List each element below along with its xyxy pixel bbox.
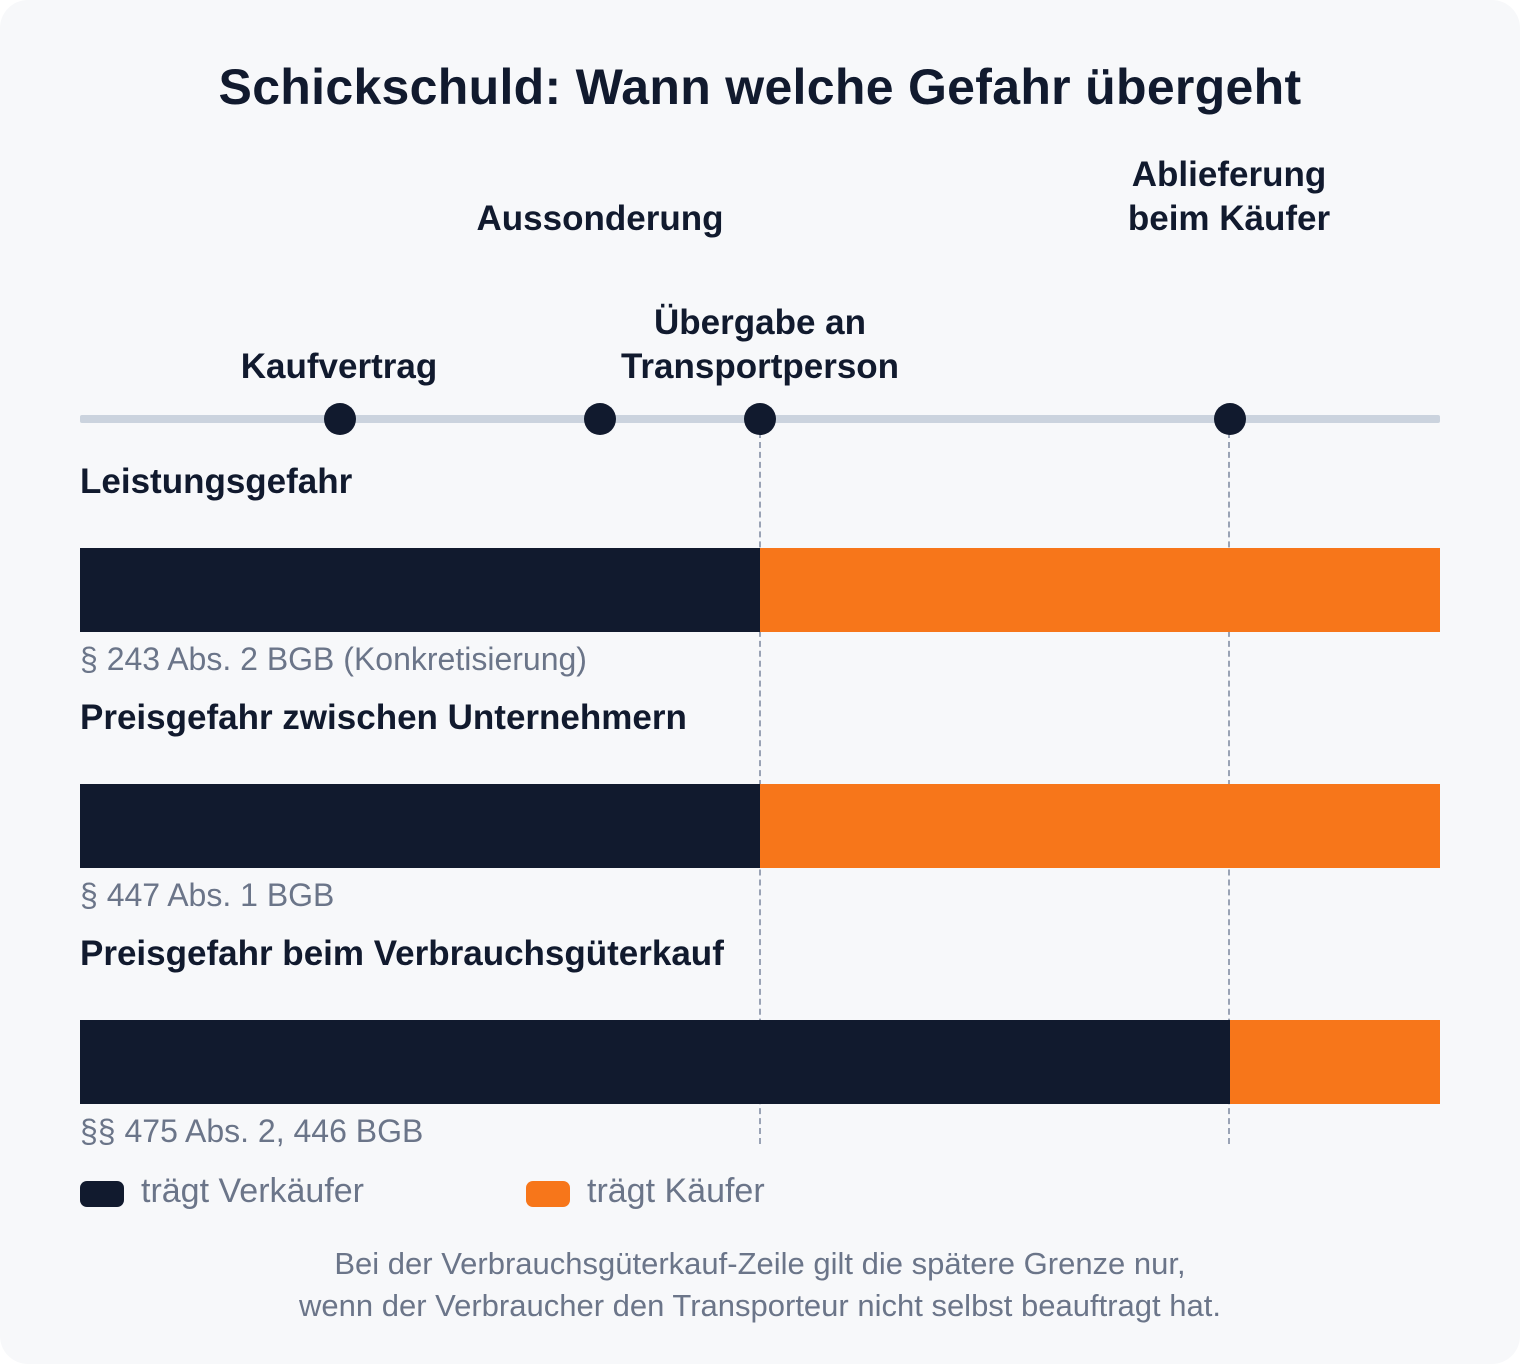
milestone-label-kaufvertrag: Kaufvertrag — [241, 345, 437, 389]
legend-swatch-buyer — [526, 1181, 570, 1207]
seller-segment — [80, 548, 760, 632]
citation-preisgefahr-unternehmer: § 447 Abs. 1 BGB — [80, 877, 335, 913]
seller-segment — [80, 1020, 1230, 1104]
milestone-label-line: Ablieferung — [1131, 155, 1327, 194]
milestone-dot-uebergabe — [744, 403, 776, 435]
row-title-preisgefahr-unternehmer: Preisgefahr zwischen Unternehmern — [80, 698, 687, 737]
milestone-label-line: Übergabe an — [653, 303, 866, 342]
risk-bar-preisgefahr-unternehmer — [80, 784, 1440, 868]
seller-segment — [80, 784, 760, 868]
milestone-label-line: Transportperson — [620, 347, 900, 386]
legend-swatch-seller — [80, 1181, 124, 1207]
legend-label-buyer: trägt Käufer — [587, 1172, 765, 1210]
diagram-title: Schickschuld: Wann welche Gefahr übergeh… — [218, 59, 1302, 115]
row-title-leistungsgefahr: Leistungsgefahr — [80, 462, 353, 501]
footnote-line: wenn der Verbraucher den Transporteur ni… — [299, 1288, 1221, 1323]
footnote: Bei der Verbrauchsgüterkauf-Zeile gilt d… — [0, 1243, 1520, 1327]
risk-bar-leistungsgefahr — [80, 548, 1440, 632]
legend-label-seller: trägt Verkäufer — [141, 1172, 365, 1210]
row-title-preisgefahr-verbrauchsgueterkauf: Preisgefahr beim Verbrauchsgüterkauf — [80, 934, 724, 973]
milestone-dot-kaufvertrag — [324, 403, 356, 435]
buyer-segment — [760, 784, 1440, 868]
milestone-label-aussonderung: Aussonderung — [477, 197, 724, 241]
buyer-segment — [1230, 1020, 1440, 1104]
milestone-label-line: Aussonderung — [476, 199, 724, 238]
citation-leistungsgefahr: § 243 Abs. 2 BGB (Konkretisierung) — [80, 641, 587, 677]
buyer-segment — [760, 548, 1440, 632]
milestone-label-ablieferung: Ablieferung beim Käufer — [1128, 153, 1330, 241]
milestone-label-uebergabe: Übergabe an Transportperson — [621, 301, 899, 389]
risk-bar-preisgefahr-verbrauchsgueterkauf — [80, 1020, 1440, 1104]
milestone-label-line: beim Käufer — [1127, 199, 1331, 238]
milestone-dot-ablieferung — [1214, 403, 1246, 435]
footnote-line: Bei der Verbrauchsgüterkauf-Zeile gilt d… — [334, 1246, 1186, 1281]
milestone-dot-aussonderung — [584, 403, 616, 435]
milestone-label-line: Kaufvertrag — [240, 347, 438, 386]
citation-preisgefahr-verbrauchsgueterkauf: §§ 475 Abs. 2, 446 BGB — [80, 1113, 424, 1149]
